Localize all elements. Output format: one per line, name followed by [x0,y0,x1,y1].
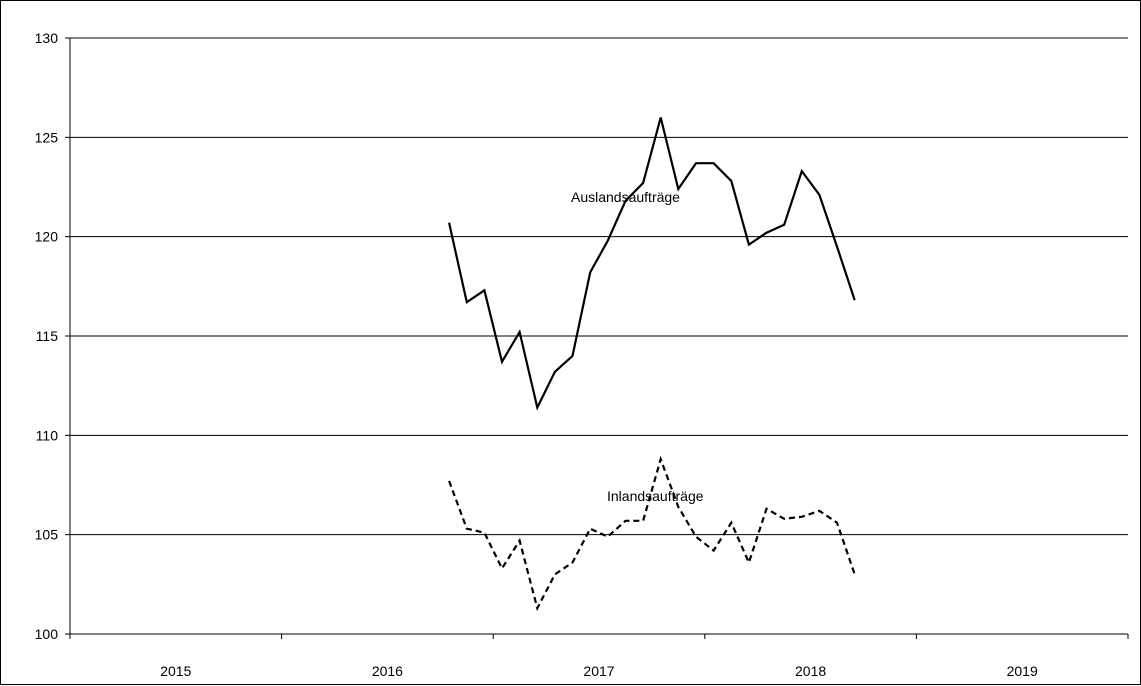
x-tick-labels: 2015 2016 2017 2018 2019 [160,663,1038,679]
y-tick-label: 105 [35,527,59,543]
y-tick-label: 130 [35,30,59,46]
series-line-auslandsauftraege [448,117,856,411]
x-tick-label: 2018 [795,663,826,679]
y-tick-label: 115 [36,328,59,344]
x-tick-label: 2019 [1007,663,1038,679]
annotation-auslandsauftraege: Auslandsaufträge [571,189,680,205]
x-tick-label: 2017 [583,663,614,679]
y-tick-label: 110 [36,427,59,443]
y-tick-labels: 100 105 110 115 120 125 130 [35,30,70,642]
x-tick-label: 2016 [372,663,403,679]
series-lines [448,117,856,612]
x-tick-marks [69,634,1129,639]
x-tick-label: 2015 [160,663,191,679]
gridlines [70,37,1128,536]
y-tick-label: 100 [35,626,59,642]
y-tick-label: 125 [35,129,59,145]
y-tick-label: 120 [35,229,59,245]
annotation-inlandsauftraege: Inlandsaufträge [607,488,704,504]
series-line-inlandsauftraege [448,455,856,612]
series-annotations: Auslandsaufträge Inlandsaufträge [571,189,704,504]
